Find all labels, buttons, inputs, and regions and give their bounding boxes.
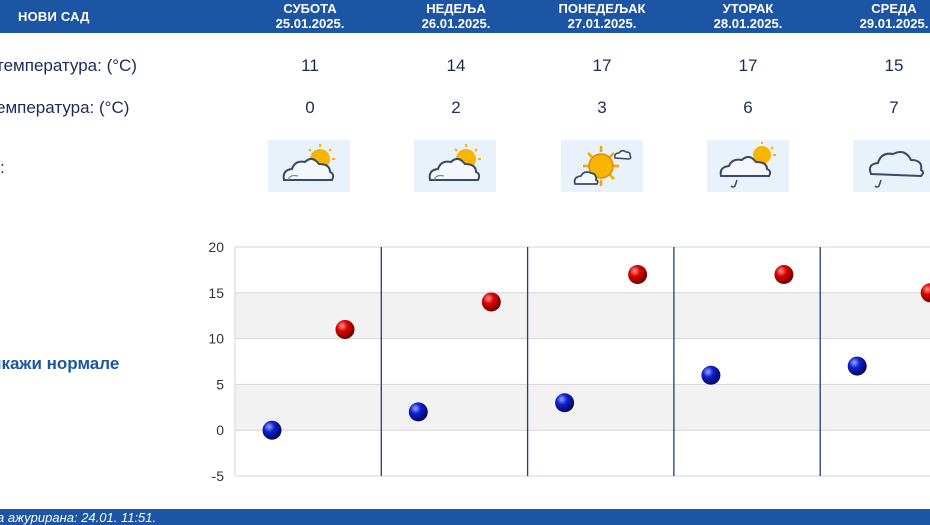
- max-temp-value: 11: [301, 56, 319, 75]
- min-temp-label: емпература: (°C): [0, 98, 130, 117]
- min-temp-point: [262, 420, 282, 440]
- max-temp-point: [628, 264, 648, 284]
- day-date: 26.01.2025.: [421, 16, 491, 31]
- max-temp-value: 14: [446, 56, 466, 75]
- cloud-rain-icon: [853, 140, 930, 192]
- y-tick-label: -5: [212, 468, 225, 484]
- day-name: ПОНЕДЕЉАК: [558, 1, 646, 16]
- chart-bands: [235, 247, 930, 476]
- day-date: 28.01.2025.: [713, 16, 783, 31]
- max-temp-point: [481, 292, 501, 312]
- min-temp-value: 3: [597, 98, 607, 117]
- chart-gridlines: [234, 246, 930, 477]
- chart-band: [235, 247, 930, 293]
- min-temp-point: [408, 402, 428, 422]
- day-date: 29.01.2025.: [859, 16, 929, 31]
- partly-cloudy-icon: [268, 140, 350, 192]
- sunny-cloud-icon: [561, 140, 643, 192]
- last-updated-text: а ажурирана: 24.01. 11:51.: [0, 510, 157, 525]
- day-header-3: ПОНЕДЕЉАК 27.01.2025.: [542, 1, 662, 31]
- weather-label: :: [0, 158, 5, 177]
- max-temp-point: [335, 319, 355, 339]
- day-date: 25.01.2025.: [275, 16, 345, 31]
- header-bar: НОВИ САД СУБОТА 25.01.2025. НЕДЕЉА 26.01…: [0, 0, 930, 33]
- chart-band: [235, 338, 930, 385]
- day-name: СРЕДА: [871, 1, 917, 16]
- y-tick-label: 0: [216, 422, 224, 438]
- chart-y-axis: 20 15 10 5 0 -5: [208, 239, 224, 484]
- day-header-2: НЕДЕЉА 26.01.2025.: [396, 1, 516, 31]
- min-temp-value: 7: [889, 98, 899, 117]
- day-header-5: СРЕДА 29.01.2025.: [834, 1, 930, 31]
- min-temp-value: 6: [743, 98, 753, 117]
- day-header-1: СУБОТА 25.01.2025.: [250, 1, 370, 31]
- day-name: СУБОТА: [283, 1, 337, 16]
- max-temp-point: [920, 283, 930, 303]
- y-tick-label: 10: [208, 331, 224, 347]
- day-header-4: УТОРАК 28.01.2025.: [688, 1, 808, 31]
- min-temp-value: 2: [451, 98, 461, 117]
- footer-bar: а ажурирана: 24.01. 11:51.: [0, 509, 930, 525]
- show-normals-link[interactable]: икажи нормале: [0, 354, 120, 373]
- min-temp-point: [847, 356, 867, 376]
- partly-cloudy-icon: [414, 140, 496, 192]
- max-temp-label: температура: (°C): [0, 56, 137, 75]
- y-tick-label: 20: [208, 239, 224, 255]
- temperature-chart: 20 15 10 5 0 -5: [208, 239, 930, 484]
- min-temp-value: 0: [305, 98, 315, 117]
- partly-cloudy-rain-icon: [707, 140, 789, 192]
- chart-band: [235, 430, 930, 476]
- y-tick-label: 5: [216, 376, 224, 392]
- y-tick-label: 15: [208, 285, 224, 301]
- day-name: НЕДЕЉА: [426, 1, 486, 16]
- day-name: УТОРАК: [722, 1, 774, 16]
- min-temp-point: [701, 365, 721, 385]
- max-temp-value: 15: [884, 56, 904, 75]
- min-temp-point: [555, 393, 575, 413]
- chart-points: [262, 264, 930, 440]
- day-date: 27.01.2025.: [567, 16, 637, 31]
- chart-day-dividers: [380, 247, 821, 476]
- chart-band: [235, 384, 930, 431]
- max-temp-value: 17: [592, 56, 612, 75]
- max-temp-value: 17: [738, 56, 758, 75]
- city-name: НОВИ САД: [18, 9, 90, 24]
- max-temp-point: [774, 264, 794, 284]
